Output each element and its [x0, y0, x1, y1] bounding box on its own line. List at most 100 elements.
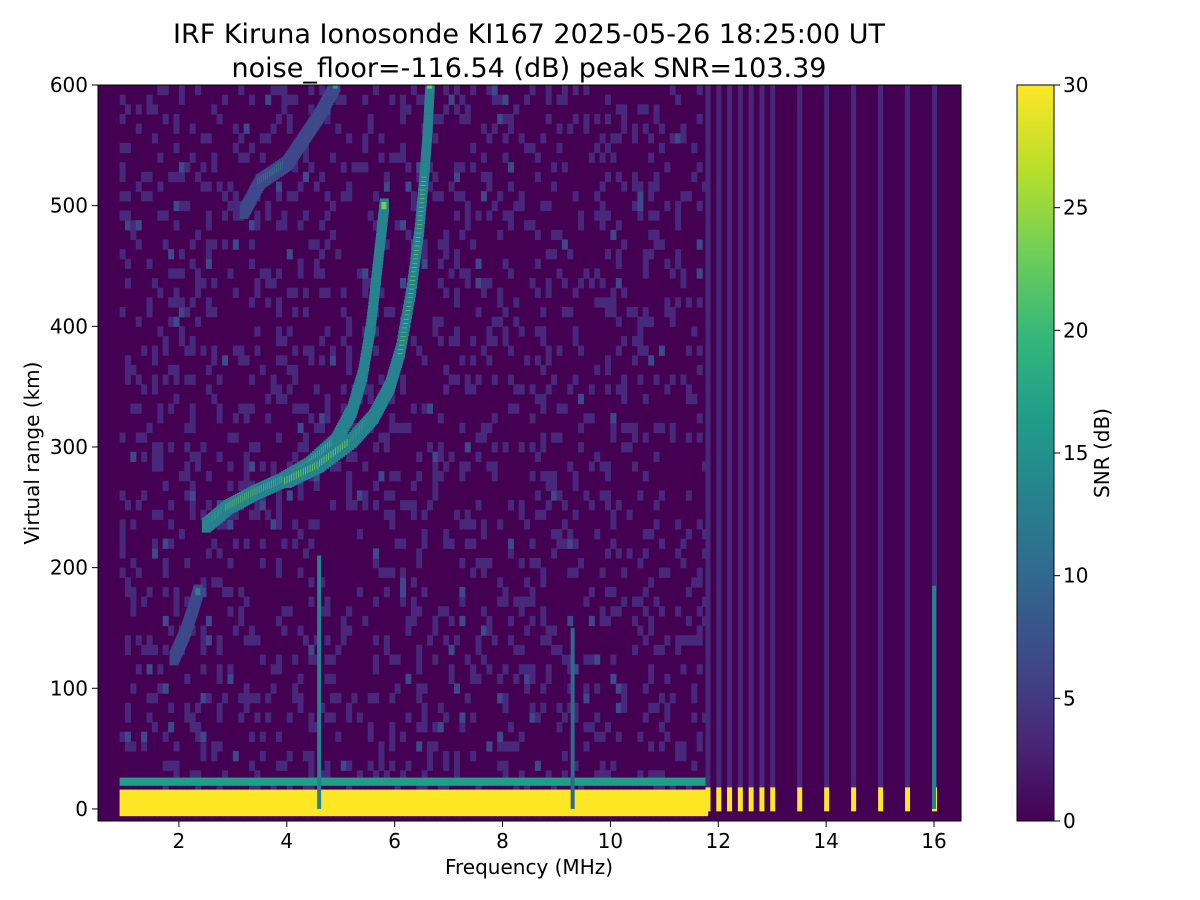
noise-cell — [691, 712, 698, 723]
y-tick-label: 300 — [50, 435, 88, 459]
noise-cell — [502, 770, 509, 781]
noise-cell — [583, 490, 590, 501]
noise-cell — [302, 432, 309, 443]
noise-cell — [702, 596, 709, 607]
ground-band-cell — [324, 789, 331, 817]
noise-cell — [583, 596, 590, 607]
noise-cell — [275, 355, 282, 366]
noise-cell — [313, 258, 320, 269]
noise-cell — [556, 702, 563, 714]
ground-band-cell — [459, 789, 466, 817]
noise-cell — [437, 278, 444, 289]
noise-cell — [119, 432, 126, 443]
ground-band-cell — [615, 789, 622, 817]
noise-cell — [362, 162, 369, 173]
ground-halo-cell — [691, 777, 698, 786]
noise-cell — [351, 693, 358, 704]
noise-cell — [497, 673, 504, 685]
ground-band-cell — [200, 789, 207, 817]
noise-cell — [491, 123, 498, 134]
noise-cell — [335, 123, 342, 134]
noise-cell — [572, 471, 579, 482]
noise-cell — [146, 104, 153, 115]
noise-cell — [615, 500, 622, 511]
noise-cell — [605, 113, 612, 125]
noise-cell — [346, 480, 353, 492]
noise-cell — [162, 345, 169, 356]
noise-cell — [238, 606, 245, 617]
noise-cell — [270, 519, 277, 530]
channel-bar — [878, 787, 884, 812]
ground-band-cell — [545, 789, 552, 817]
noise-cell — [319, 770, 326, 781]
noise-cell — [610, 297, 617, 308]
ground-halo-cell — [119, 777, 126, 786]
ground-halo-cell — [222, 777, 229, 786]
noise-cell — [556, 538, 563, 549]
ground-band-cell — [588, 789, 595, 817]
ground-band-cell — [292, 789, 299, 817]
noise-cell — [658, 606, 665, 617]
noise-cell — [631, 307, 638, 318]
noise-cell — [275, 760, 282, 771]
noise-cell — [275, 567, 282, 578]
noise-cell — [502, 702, 509, 714]
ground-band-cell — [507, 789, 514, 817]
noise-cell — [410, 500, 417, 511]
noise-cell — [459, 596, 466, 607]
noise-cell — [432, 133, 439, 144]
noise-cell — [551, 644, 558, 656]
noise-cell — [211, 751, 218, 762]
channel-bar — [716, 787, 722, 812]
noise-cell — [545, 94, 552, 105]
noise-cell — [453, 326, 460, 337]
ground-band-cell — [281, 789, 288, 817]
noise-cell — [329, 673, 336, 685]
noise-cell — [130, 596, 137, 607]
noise-cell — [653, 104, 660, 115]
noise-cell — [275, 307, 282, 318]
noise-cell — [637, 104, 644, 115]
noise-cell — [437, 335, 444, 347]
noise-cell — [653, 181, 660, 192]
noise-cell — [119, 548, 126, 559]
noise-cell — [259, 461, 266, 472]
noise-cell — [480, 345, 487, 356]
noise-cell — [480, 529, 487, 540]
noise-cell — [205, 471, 212, 482]
noise-cell — [567, 384, 574, 395]
noise-cell — [578, 210, 585, 221]
noise-cell — [232, 751, 239, 762]
noise-cell — [664, 702, 671, 714]
noise-cell — [610, 509, 617, 520]
noise-cell — [691, 142, 698, 154]
ground-halo-cell — [281, 777, 288, 786]
noise-cell — [464, 538, 471, 549]
noise-cell — [637, 345, 644, 356]
noise-cell — [383, 770, 390, 781]
noise-cell — [491, 471, 498, 482]
noise-cell — [475, 500, 482, 511]
noise-cell — [184, 557, 191, 569]
noise-cell — [486, 355, 493, 366]
noise-cell — [513, 104, 520, 115]
noise-cell — [168, 403, 175, 414]
noise-cell — [124, 702, 131, 714]
noise-cell — [362, 384, 369, 395]
ground-halo-cell — [308, 777, 315, 786]
noise-cell — [265, 712, 272, 723]
noise-cell — [335, 94, 342, 105]
noise-cell — [302, 345, 309, 356]
noise-cell — [518, 509, 525, 520]
noise-cell — [416, 741, 423, 752]
ground-halo-cell — [130, 777, 137, 786]
noise-cell — [437, 316, 444, 327]
noise-cell — [405, 500, 412, 511]
ground-band-cell — [453, 789, 460, 817]
noise-cell — [211, 278, 218, 289]
noise-cell — [340, 191, 347, 202]
ground-band-cell — [329, 789, 336, 817]
noise-cell — [265, 693, 272, 704]
noise-cell — [356, 490, 363, 501]
noise-cell — [168, 625, 175, 636]
